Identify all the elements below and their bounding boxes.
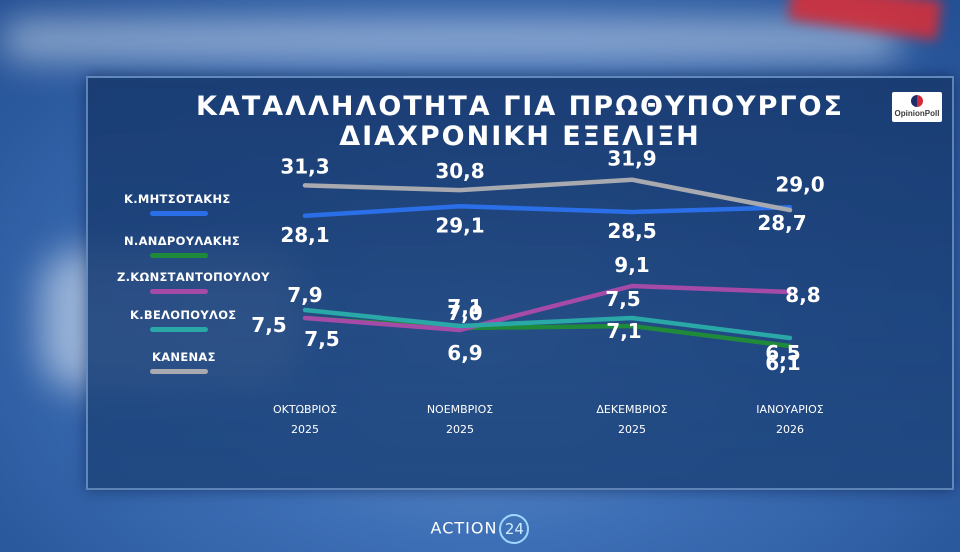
data-label: 29,1	[435, 213, 484, 237]
data-label: 7,5	[605, 287, 640, 311]
x-tick-label-year: 2025	[446, 423, 474, 436]
opinion-poll-logo: OpinionPoll	[892, 92, 942, 122]
footer-brand: ACTION 24	[0, 514, 960, 544]
chart-panel: ΚΑΤΑΛΛΗΛΟΤΗΤΑ ΓΙΑ ΠΡΩΘΥΠΟΥΡΓΟΣ ΔΙΑΧΡΟΝΙΚ…	[86, 76, 954, 490]
data-label: 7,5	[251, 313, 286, 337]
series-line-4	[302, 177, 793, 213]
legend-swatch	[150, 289, 208, 294]
x-tick-label-year: 2025	[291, 423, 319, 436]
legend-label: Κ.ΒΕΛΟΠΟΥΛΟΣ	[130, 308, 237, 322]
x-tick-label-year: 2026	[776, 423, 804, 436]
action24-logo-text: ACTION	[430, 518, 498, 538]
x-tick-label-month: ΝΟΕΜΒΡΙΟΣ	[427, 403, 493, 416]
chart-title-line-1: ΚΑΤΑΛΛΗΛΟΤΗΤΑ ΓΙΑ ΠΡΩΘΥΠΟΥΡΓΟΣ	[196, 91, 844, 122]
data-label: 28,1	[280, 223, 329, 247]
background-shape	[0, 20, 900, 60]
data-label: 7,1	[447, 295, 482, 319]
legend-label: Κ.ΜΗΤΣΟΤΑΚΗΣ	[124, 192, 231, 206]
opinion-poll-logo-icon	[911, 95, 923, 107]
data-label: 9,1	[614, 253, 649, 277]
action24-logo-number: 24	[499, 514, 530, 544]
data-label: 31,3	[280, 154, 329, 178]
data-label: 28,7	[757, 211, 806, 235]
data-label: 7,9	[287, 283, 322, 307]
data-label: 29,0	[775, 172, 824, 196]
data-label: 6,9	[447, 341, 482, 365]
series-line-3	[302, 307, 793, 341]
data-label: 8,8	[785, 283, 820, 307]
data-label: 30,8	[435, 159, 484, 183]
legend-label: Ν.ΑΝΔΡΟΥΛΑΚΗΣ	[124, 234, 241, 248]
series-line-2	[302, 283, 793, 333]
series-line-0	[302, 204, 793, 219]
opinion-poll-logo-text: OpinionPoll	[894, 109, 940, 118]
x-tick-label-month: ΟΚΤΩΒΡΙΟΣ	[273, 403, 337, 416]
legend-swatch	[150, 327, 208, 332]
data-label: 7,1	[606, 319, 641, 343]
data-label: 6,1	[765, 351, 800, 375]
data-label: 28,5	[607, 219, 656, 243]
legend-swatch	[150, 211, 208, 216]
x-tick-label-month: ΙΑΝΟΥΑΡΙΟΣ	[756, 403, 823, 416]
data-label: 6,5	[765, 341, 800, 365]
legend-label: ΚΑΝΕΝΑΣ	[152, 350, 216, 364]
legend-swatch	[150, 253, 208, 258]
legend-swatch	[150, 369, 208, 374]
x-tick-label-month: ΔΕΚΕΜΒΡΙΟΣ	[596, 403, 667, 416]
data-label: 7,0	[447, 301, 482, 325]
chart-title-line-2: ΔΙΑΧΡΟΝΙΚΗ ΕΞΕΛΙΞΗ	[339, 121, 701, 152]
data-label: 7,5	[304, 327, 339, 351]
x-tick-label-year: 2025	[618, 423, 646, 436]
data-label: 31,9	[607, 147, 656, 171]
legend-label: Ζ.ΚΩΝΣΤΑΝΤΟΠΟΥΛΟΥ	[117, 270, 270, 284]
